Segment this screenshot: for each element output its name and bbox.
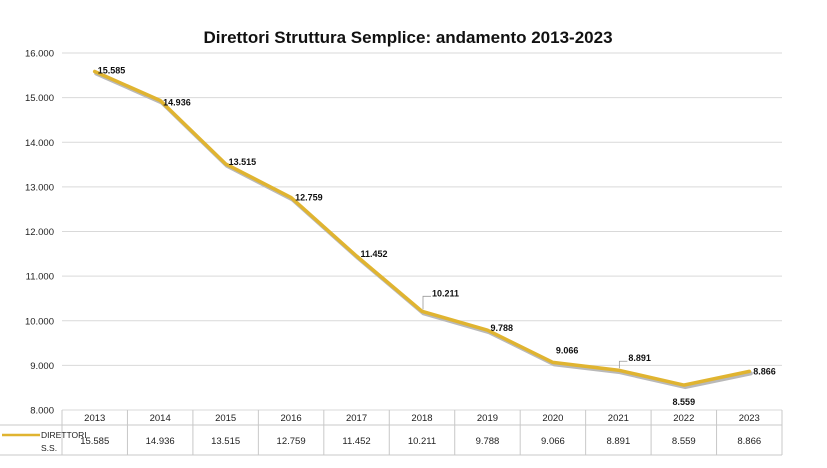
data-label: 13.515 <box>229 157 257 167</box>
series-line <box>92 69 753 390</box>
y-tick-label: 13.000 <box>25 182 54 193</box>
x-tick-label: 2016 <box>281 413 302 424</box>
data-label: 10.211 <box>432 288 459 298</box>
legend-label: DIRETTORI <box>41 430 87 440</box>
x-tick-label: 2021 <box>608 413 629 424</box>
y-tick-label: 12.000 <box>25 227 54 238</box>
data-label: 8.891 <box>628 353 651 363</box>
y-tick-label: 14.000 <box>25 138 54 149</box>
table-value-cell: 15.585 <box>80 436 109 447</box>
data-label: 11.452 <box>361 249 388 259</box>
x-tick-label: 2013 <box>84 413 105 424</box>
grid-lines <box>62 52 782 411</box>
y-tick-label: 11.000 <box>26 272 54 283</box>
data-label: 9.788 <box>490 323 513 333</box>
table-value-cell: 12.759 <box>277 436 306 447</box>
x-tick-label: 2017 <box>346 413 367 424</box>
series-line-shadow <box>94 71 753 390</box>
chart-title: Direttori Struttura Semplice: andamento … <box>203 28 612 47</box>
y-tick-label: 8.000 <box>30 406 54 417</box>
legend-label: S.S. <box>41 443 57 453</box>
table-value-cell: 8.891 <box>606 436 630 447</box>
x-tick-label: 2022 <box>673 413 694 424</box>
data-label: 12.759 <box>295 193 323 203</box>
table-value-cell: 8.866 <box>737 436 761 447</box>
y-tick-label: 9.000 <box>30 361 54 372</box>
x-tick-label: 2018 <box>411 413 432 424</box>
table-value-cell: 9.788 <box>476 436 500 447</box>
y-tick-label: 15.000 <box>25 93 54 104</box>
data-table: 2013 15.585 2014 14.936 2015 13.515 2016 12.759… <box>0 410 783 456</box>
x-tick-label: 2023 <box>739 413 760 424</box>
table-value-cell: 8.559 <box>672 436 696 447</box>
y-tick-label: 10.000 <box>25 316 54 327</box>
y-tick-label: 16.000 <box>25 49 54 60</box>
table-value-cell: 14.936 <box>146 436 175 447</box>
table-value-cell: 9.066 <box>541 436 565 447</box>
x-tick-label: 2020 <box>542 413 563 424</box>
table-value-cell: 11.452 <box>342 436 370 447</box>
series-line-direttori-ss <box>92 69 752 387</box>
data-label: 14.936 <box>163 97 191 107</box>
table-value-cell: 13.515 <box>211 436 240 447</box>
x-tick-label: 2015 <box>215 413 236 424</box>
data-label: 8.559 <box>673 397 696 407</box>
data-labels: 15.585 14.936 13.515 12.759 11.452 10.211 9.78… <box>98 66 776 408</box>
data-label: 9.066 <box>556 345 579 355</box>
data-label: 15.585 <box>98 66 126 76</box>
table-value-cell: 10.211 <box>408 436 436 447</box>
x-tick-label: 2014 <box>150 413 171 424</box>
data-label-leader <box>618 360 628 369</box>
y-axis-ticks: 8.000 9.000 10.000 11.000 12.000 13.000 14.000… <box>25 49 54 417</box>
data-label-leader <box>422 295 431 310</box>
data-label: 8.866 <box>753 366 776 376</box>
x-tick-label: 2019 <box>477 413 498 424</box>
